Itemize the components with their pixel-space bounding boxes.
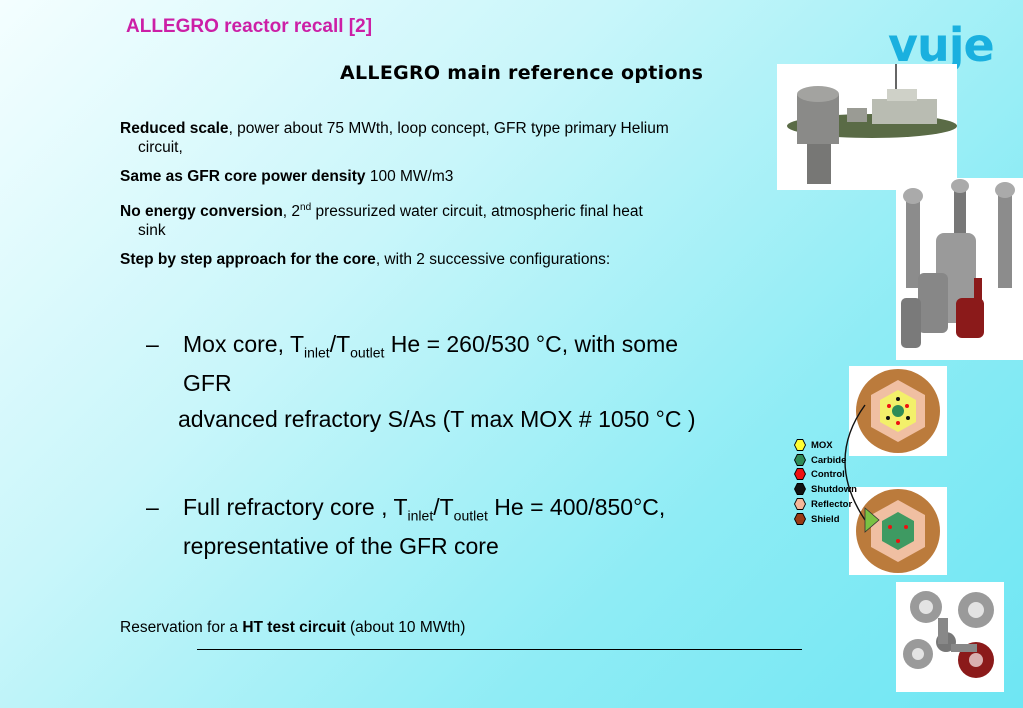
config-arrow — [844, 404, 880, 533]
config-text: He = 260/530 °C, with some — [384, 331, 679, 357]
config-mox: – Mox core, Tinlet/Toutlet He = 260/530 … — [146, 329, 786, 398]
subscript-inlet: inlet — [407, 507, 434, 524]
reflector-swatch-icon — [795, 499, 805, 509]
refractory-core-map — [849, 487, 947, 575]
legend-label: Control — [811, 469, 845, 480]
subscript-outlet: outlet — [453, 507, 488, 524]
bullet-energy-conversion: No energy conversion, 2nd pressurized wa… — [120, 198, 780, 240]
bullet-bold: Step by step approach for the core — [120, 251, 376, 268]
bullet-text: , with 2 successive configurations: — [375, 251, 611, 268]
bullet-text: , power about 75 MWth, loop concept, GFR… — [228, 120, 669, 137]
bullet-step-approach: Step by step approach for the core, with… — [120, 250, 780, 269]
control-swatch-icon — [795, 469, 805, 479]
reservation-note: Reservation for a HT test circuit (about… — [120, 618, 720, 637]
shutdown-swatch-icon — [795, 484, 805, 494]
bullet-text: , 2 — [282, 203, 301, 221]
legend-label: Carbide — [811, 455, 847, 466]
legend-label: MOX — [811, 440, 833, 451]
subscript-inlet: inlet — [304, 344, 330, 361]
legend-item-reflector: Reflector — [794, 498, 853, 510]
bullet-reduced-scale: Reduced scale, power about 75 MWth, loop… — [120, 119, 780, 157]
legend-item-carbide: Carbide — [794, 454, 847, 466]
ht-test-circuit-image — [896, 582, 1004, 692]
carbide-swatch-icon — [795, 455, 805, 465]
config-text: He = 400/850°C, — [487, 494, 666, 520]
legend-item-shutdown: Shutdown — [794, 483, 857, 495]
bullet-bold: Reduced scale — [120, 120, 229, 137]
config-mox-detail: advanced refractory S/As (T max MOX # 10… — [178, 406, 696, 432]
mox-core-map — [849, 366, 947, 456]
subscript-outlet: outlet — [350, 344, 385, 361]
config-continuation: representative of the GFR core — [183, 532, 499, 559]
config-refractory: – Full refractory core , Tinlet/Toutlet … — [146, 492, 786, 561]
bullet-bold: No energy conversion — [120, 203, 283, 221]
bullet-power-density: Same as GFR core power density 100 MW/m3 — [120, 167, 780, 186]
bullet-continuation: sink — [138, 222, 166, 240]
legend-label: Shutdown — [811, 484, 857, 495]
legend-item-control: Control — [794, 468, 845, 480]
footer-divider — [197, 649, 802, 650]
config-continuation: GFR — [183, 369, 232, 396]
shield-swatch-icon — [795, 514, 805, 524]
superscript: nd — [300, 202, 312, 213]
config-text: /T — [329, 331, 351, 357]
slide-title: ALLEGRO reactor recall [2] — [126, 16, 373, 37]
vuje-logo: vuje — [888, 18, 995, 72]
config-text: /T — [433, 494, 454, 520]
primary-loop-image — [896, 178, 1023, 360]
bullet-bold: Same as GFR core power density — [120, 168, 366, 185]
config-text: Full refractory core , T — [183, 494, 408, 520]
bullet-text: 100 MW/m3 — [365, 168, 454, 185]
dash-marker: – — [146, 331, 159, 357]
slide-subtitle: ALLEGRO main reference options — [340, 62, 704, 84]
config-text: Mox core, T — [183, 331, 304, 357]
reactor-plant-image — [777, 64, 957, 190]
legend-label: Shield — [811, 514, 840, 525]
legend-label: Reflector — [811, 499, 853, 510]
legend-item-shield: Shield — [794, 513, 840, 525]
reservation-text: (about 10 MWth) — [345, 619, 466, 636]
dash-marker: – — [146, 494, 159, 520]
legend-item-mox: MOX — [794, 439, 833, 451]
mox-swatch-icon — [795, 440, 805, 450]
bullet-text: pressurized water circuit, atmospheric f… — [311, 203, 643, 221]
bullet-continuation: circuit, — [138, 139, 183, 156]
core-legend: MOX Carbide Control Shutdown Reflector S… — [794, 439, 871, 532]
reservation-text: Reservation for a — [120, 619, 243, 636]
reservation-bold: HT test circuit — [242, 619, 346, 636]
